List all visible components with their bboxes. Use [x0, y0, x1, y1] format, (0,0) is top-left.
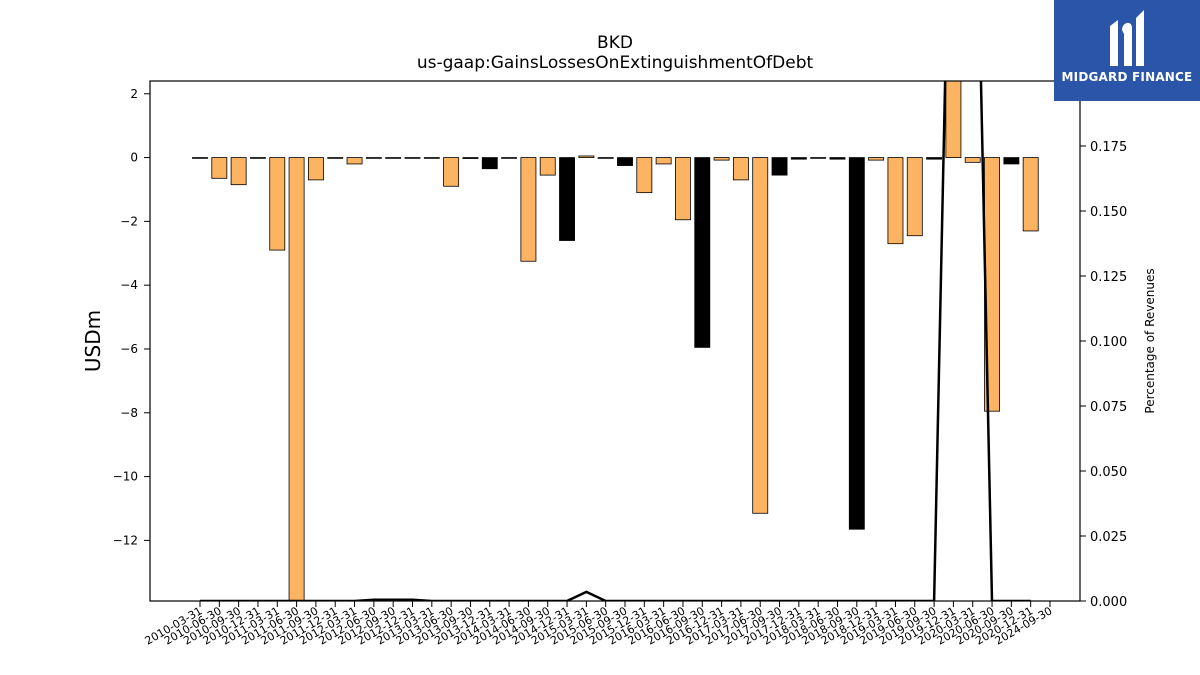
percentage-line — [200, 81, 1031, 601]
y2-tick-label: 0.100 — [1090, 335, 1127, 350]
bar — [732, 157, 749, 181]
y-tick-label: −6 — [120, 342, 138, 356]
bar — [675, 157, 691, 221]
chart-title: BKD — [597, 33, 633, 53]
bar — [810, 157, 827, 159]
y2-axis: 0.000 0.025 0.050 0.075 0.100 0.125 0.150 0.175… — [1080, 75, 1127, 610]
bar — [868, 157, 885, 161]
y2-tick-label: 0.050 — [1090, 465, 1127, 480]
bar — [945, 81, 962, 158]
bar — [501, 157, 518, 159]
bar — [752, 157, 769, 514]
y2-tick-label: 0.075 — [1090, 400, 1127, 415]
bar — [230, 157, 247, 186]
bar — [926, 157, 943, 160]
bar — [617, 157, 633, 166]
bar — [423, 157, 440, 159]
bar — [694, 157, 711, 348]
bar — [1022, 157, 1039, 232]
bar — [1003, 157, 1020, 165]
bar — [597, 157, 614, 159]
y-tick-label: −8 — [120, 406, 138, 420]
line-series-group — [200, 81, 1031, 601]
bar — [288, 157, 305, 601]
y-tick-label: −2 — [120, 214, 138, 228]
bar — [346, 157, 363, 165]
bar — [462, 157, 479, 159]
y-tick-label: 2 — [130, 87, 138, 101]
bar — [443, 157, 460, 187]
bar — [365, 157, 382, 159]
x-axis: 2010-03-312010-06-302010-09-302010-12-31… — [143, 601, 1055, 648]
bar — [327, 157, 344, 159]
bar — [713, 157, 730, 161]
bar — [790, 157, 807, 160]
bar — [385, 157, 402, 159]
bar — [964, 157, 981, 163]
bar — [829, 157, 846, 160]
y2-axis-label: Percentage of Revenues — [1143, 268, 1157, 413]
bar — [887, 157, 904, 245]
bar — [404, 157, 421, 159]
y-tick-label: −10 — [113, 470, 138, 484]
bar — [559, 157, 575, 241]
bar — [636, 157, 653, 194]
y-tick-label: 0 — [130, 151, 138, 165]
y2-tick-label: 0.025 — [1090, 530, 1127, 545]
y2-tick-label: 0.125 — [1090, 270, 1127, 285]
bar — [848, 157, 865, 530]
bar — [192, 157, 208, 159]
y-axis: 2 0 −2 −4 −6 −8 −10 −12 — [113, 87, 150, 547]
bar — [481, 157, 498, 170]
logo-text: MIDGARD FINANCE — [1061, 70, 1193, 84]
chart-subtitle: us-gaap:GainsLossesOnExtinguishmentOfDeb… — [417, 53, 814, 73]
bar — [307, 157, 324, 181]
y-axis-label: USDm — [81, 310, 105, 372]
bar — [655, 157, 672, 165]
bar — [771, 157, 788, 176]
y-tick-label: −12 — [113, 533, 138, 547]
y2-tick-label: 0.175 — [1090, 140, 1127, 155]
bar — [539, 157, 556, 176]
bar — [578, 155, 595, 158]
bar — [269, 157, 286, 251]
bar — [520, 157, 537, 262]
bar — [906, 157, 923, 237]
y2-tick-label: 0.150 — [1090, 205, 1127, 220]
bar-series — [192, 81, 1039, 601]
y-tick-label: −4 — [120, 278, 138, 292]
bar — [250, 157, 266, 159]
logo-icon — [1110, 10, 1144, 66]
y2-tick-label: 0.000 — [1090, 595, 1127, 610]
bar — [211, 157, 228, 179]
midgard-finance-logo: MIDGARD FINANCE — [1054, 0, 1200, 101]
